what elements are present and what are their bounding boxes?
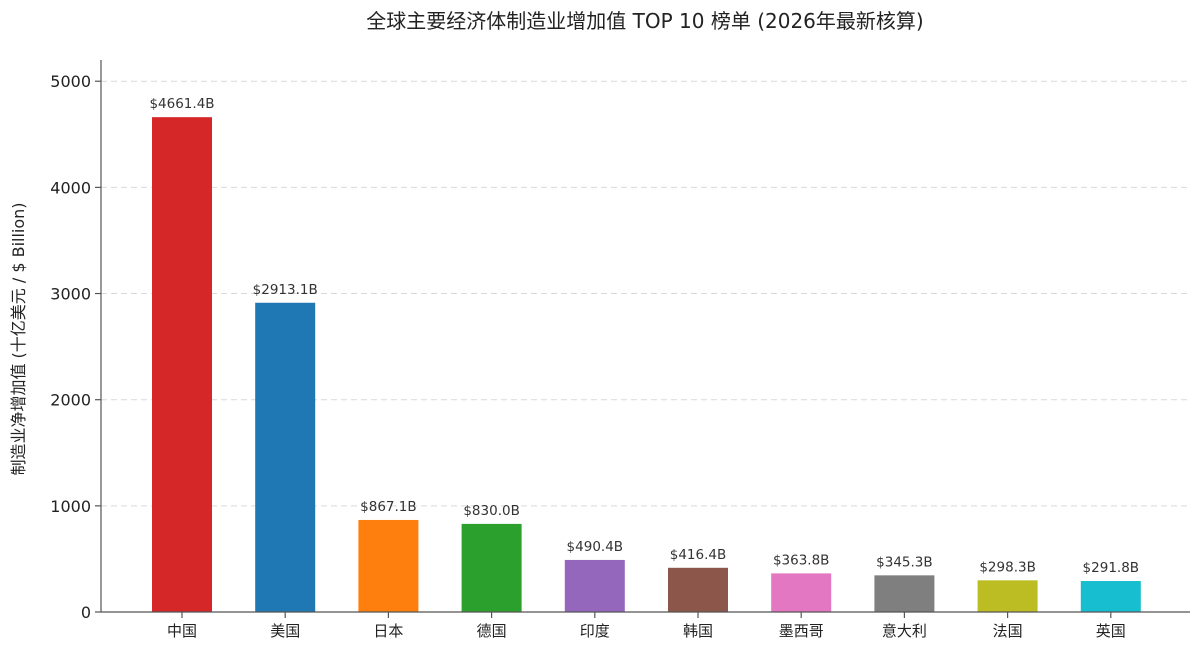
x-tick-label: 日本 [373, 622, 403, 640]
bar [255, 302, 316, 612]
x-tick-label: 韩国 [683, 622, 713, 640]
x-tick-label: 德国 [477, 622, 507, 640]
bar [152, 117, 212, 612]
y-tick-label: 1000 [50, 497, 91, 516]
bar-value-label: $345.3B [876, 554, 933, 570]
bar-value-label: $2913.1B [253, 282, 318, 298]
bar-value-label: $830.0B [463, 503, 520, 519]
bar [461, 523, 522, 612]
x-tick-label: 意大利 [882, 622, 927, 640]
bar [358, 519, 419, 612]
axes [100, 60, 1190, 613]
x-tick-label: 中国 [167, 622, 197, 640]
bar [874, 575, 935, 612]
bar-value-label: $363.8B [773, 552, 830, 568]
bar-value-label: $291.8B [1083, 560, 1140, 576]
y-tick-label: 4000 [50, 178, 91, 197]
bar [771, 573, 832, 612]
x-tick-label: 美国 [270, 622, 300, 640]
bar-value-label: $4661.4B [149, 96, 214, 112]
bar-value-label: $298.3B [979, 559, 1036, 575]
tick-labels: 0 1000 2000 3000 4000 5000 中国 美国 日本 德国 印度 韩国 墨西哥 意大利 法… [50, 72, 1126, 640]
x-tick-label: 墨西哥 [779, 622, 824, 640]
bar [1080, 581, 1141, 612]
bar [977, 580, 1038, 612]
bar-value-label: $867.1B [360, 499, 417, 515]
x-tick-label: 法国 [993, 622, 1023, 640]
bar [564, 559, 625, 612]
y-tick-label: 0 [81, 603, 91, 622]
bar [668, 567, 728, 612]
y-tick-label: 2000 [50, 391, 91, 410]
y-tick-label: 5000 [50, 72, 91, 91]
y-axis-label: 制造业净增加值 (十亿美元 / $ Billion) [9, 202, 28, 475]
bar-value-label: $490.4B [567, 539, 624, 555]
bars [152, 117, 1141, 612]
y-tick-label: 3000 [50, 285, 91, 304]
x-tick-label: 印度 [580, 622, 610, 640]
x-tick-label: 英国 [1096, 622, 1126, 640]
data-labels: $4661.4B $2913.1B $867.1B $830.0B $490.4B $41… [149, 96, 1139, 576]
chart-title: 全球主要经济体制造业增加值 TOP 10 榜单 (2026年最新核算) [366, 9, 923, 33]
bar-value-label: $416.4B [670, 547, 727, 563]
